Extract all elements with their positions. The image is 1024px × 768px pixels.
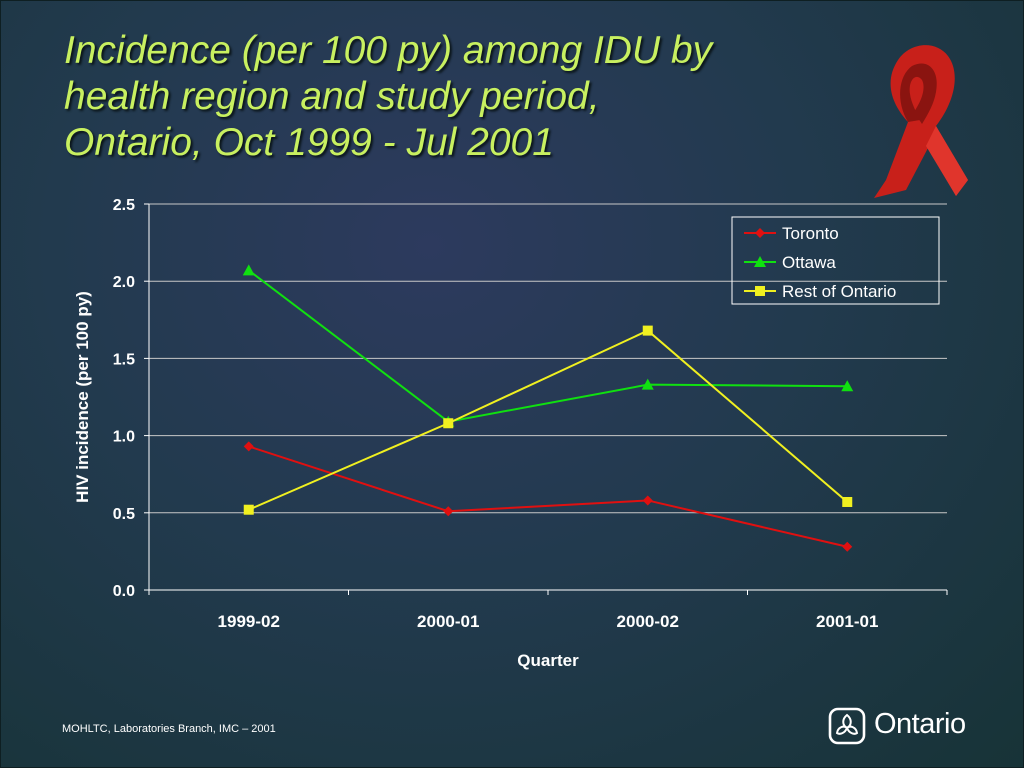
title-line-3: Ontario, Oct 1999 - Jul 2001 [64, 121, 554, 164]
legend-box [731, 216, 940, 305]
y-tick-label: 2.5 [113, 197, 135, 214]
y-tick-label: 0.5 [113, 506, 135, 523]
data-point [841, 380, 854, 392]
data-point [842, 496, 853, 507]
slide-title: Incidence (per 100 py) among IDU by heal… [64, 28, 844, 166]
y-tick-label: 2.0 [113, 274, 135, 291]
footer-credit: MOHLTC, Laboratories Branch, IMC – 2001 [62, 723, 276, 735]
ontario-logo: Ontario [828, 706, 978, 746]
trillium-icon [828, 707, 866, 745]
legend-marker [755, 228, 765, 238]
x-tick-label: 2000-02 [617, 612, 679, 631]
legend-label: Toronto [782, 224, 839, 243]
legend-label: Ottawa [782, 253, 836, 272]
title-line-2: health region and study period, [64, 75, 600, 118]
series-line-2 [248, 329, 848, 511]
series-line-1 [248, 269, 848, 423]
ontario-logo-text: Ontario [874, 708, 966, 740]
y-tick-label: 1.0 [113, 429, 135, 446]
legend-marker [755, 286, 765, 296]
y-tick-label: 0.0 [113, 583, 135, 600]
x-axis-title: Quarter [517, 651, 579, 670]
data-point [243, 441, 254, 452]
data-point [642, 325, 653, 336]
y-tick-label: 1.5 [113, 351, 135, 368]
data-point [243, 504, 254, 515]
x-tick-label: 2001-01 [816, 612, 878, 631]
legend-label: Rest of Ontario [782, 282, 896, 301]
data-point [242, 264, 255, 276]
data-point [443, 506, 454, 517]
x-tick-label: 2000-01 [417, 612, 479, 631]
data-point [641, 378, 654, 390]
title-line-1: Incidence (per 100 py) among IDU by [64, 29, 713, 72]
series-line-0 [248, 445, 848, 548]
data-point [642, 495, 653, 506]
y-axis-title: HIV incidence (per 100 py) [73, 291, 92, 503]
data-point [443, 418, 454, 429]
legend-marker [754, 256, 766, 267]
data-point [842, 541, 853, 552]
red-ribbon-icon [874, 45, 968, 198]
x-tick-label: 1999-02 [218, 612, 280, 631]
